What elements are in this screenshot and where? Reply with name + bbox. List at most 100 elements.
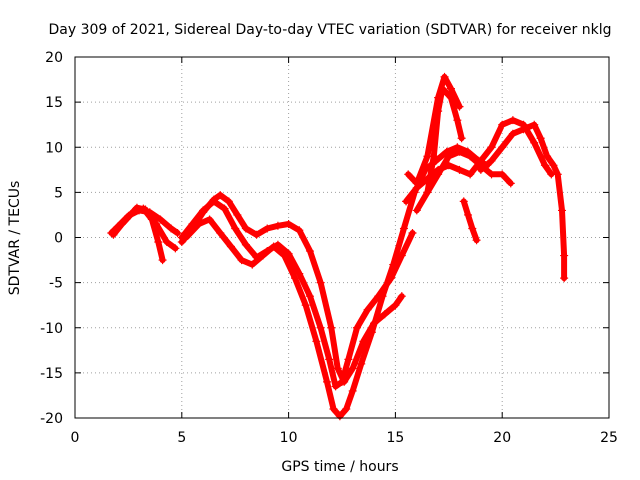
data-point (506, 179, 515, 188)
data-point (295, 269, 304, 278)
data-point (141, 205, 150, 214)
data-point (342, 404, 351, 413)
data-point (476, 165, 485, 174)
data-point (543, 152, 552, 161)
series-line (413, 148, 514, 214)
data-point (224, 197, 233, 206)
data-point (327, 323, 336, 332)
data-point (397, 292, 406, 301)
data-point (549, 161, 558, 170)
data-point (530, 138, 539, 147)
data-point (241, 240, 250, 249)
x-tick-label: 10 (280, 430, 298, 446)
data-point (335, 412, 344, 421)
data-point (408, 228, 417, 237)
data-point (440, 72, 449, 81)
series-11 (459, 197, 481, 245)
data-point (498, 143, 507, 152)
data-point (323, 377, 332, 386)
data-point (402, 197, 411, 206)
data-point (132, 203, 141, 212)
data-point (536, 134, 545, 143)
data-point (258, 251, 267, 260)
data-point (455, 147, 464, 156)
data-point (248, 260, 257, 269)
data-point (173, 228, 182, 237)
data-point (122, 215, 131, 224)
series-2 (109, 204, 167, 265)
data-point (344, 355, 353, 364)
y-tick-label: -5 (49, 276, 63, 292)
data-point (209, 197, 218, 206)
data-point (216, 191, 225, 200)
data-point (325, 355, 334, 364)
data-point (252, 230, 261, 239)
y-tick-label: 10 (45, 140, 63, 156)
data-point (241, 224, 250, 233)
data-point (205, 215, 214, 224)
data-point (199, 206, 208, 215)
data-point (487, 156, 496, 165)
data-point (487, 143, 496, 152)
data-point (389, 260, 398, 269)
data-point (434, 107, 443, 116)
series-line (460, 198, 480, 244)
data-point (194, 219, 203, 228)
data-point (380, 310, 389, 319)
data-point (291, 274, 300, 283)
data-point (237, 256, 246, 265)
data-point (446, 93, 455, 102)
data-point (487, 170, 496, 179)
data-point (171, 244, 180, 253)
data-point (333, 364, 342, 373)
data-point (295, 226, 304, 235)
y-tick-label: -10 (40, 321, 63, 337)
data-point (412, 206, 421, 215)
data-point (466, 170, 475, 179)
data-point (438, 84, 447, 93)
data-point (316, 278, 325, 287)
data-series (107, 72, 569, 421)
data-point (226, 242, 235, 251)
data-point (434, 170, 443, 179)
data-point (301, 301, 310, 310)
data-point (519, 125, 528, 134)
data-point (464, 210, 473, 219)
data-point (233, 210, 242, 219)
data-point (216, 228, 225, 237)
data-point (399, 224, 408, 233)
data-point (316, 323, 325, 332)
x-axis-title: GPS time / hours (281, 459, 398, 475)
data-point (446, 84, 455, 93)
y-tick-label: 15 (45, 95, 63, 111)
data-point (329, 404, 338, 413)
data-point (540, 161, 549, 170)
y-tick-label: -15 (40, 366, 63, 382)
data-point (508, 116, 517, 125)
data-point (305, 292, 314, 301)
data-point (357, 359, 366, 368)
y-tick-label: -20 (40, 411, 63, 427)
data-point (348, 386, 357, 395)
data-point (156, 215, 165, 224)
data-point (263, 224, 272, 233)
data-point (558, 206, 567, 215)
data-point (312, 337, 321, 346)
series-12 (476, 120, 569, 283)
data-point (182, 233, 191, 242)
data-point (560, 274, 569, 283)
data-point (391, 301, 400, 310)
data-point (280, 251, 289, 260)
series-line (183, 144, 491, 420)
series-3 (111, 203, 180, 253)
data-point (404, 170, 413, 179)
y-tick-label: 0 (54, 231, 63, 247)
data-point (455, 102, 464, 111)
x-tick-label: 5 (177, 430, 186, 446)
data-point (367, 328, 376, 337)
data-point (378, 292, 387, 301)
y-tick-label: 5 (54, 185, 63, 201)
data-point (158, 256, 167, 265)
data-point (273, 221, 282, 230)
data-point (331, 382, 340, 391)
